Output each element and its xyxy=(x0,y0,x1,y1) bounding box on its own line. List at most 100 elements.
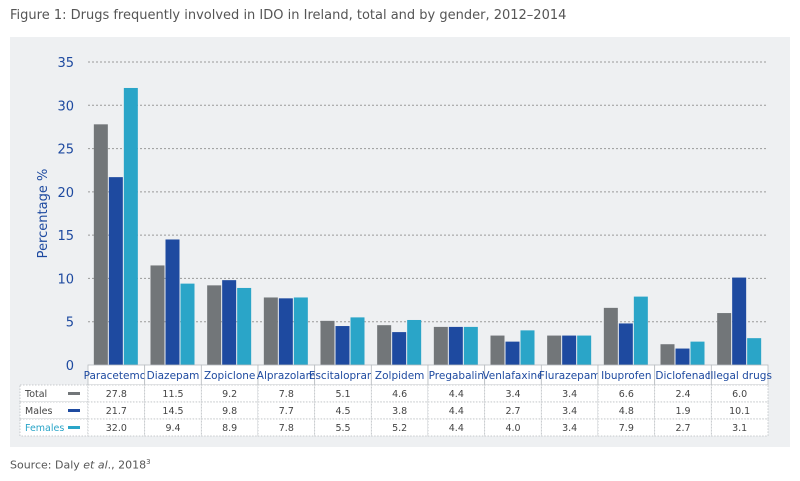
table-cell xyxy=(257,384,316,403)
y-tick-label: 25 xyxy=(57,143,74,158)
table-value: 1.9 xyxy=(675,406,690,417)
table-value: 6.6 xyxy=(619,389,634,400)
table-value: 3.4 xyxy=(562,423,577,434)
table-cell xyxy=(427,401,486,420)
table-cell xyxy=(427,384,486,403)
table-cell xyxy=(314,401,372,420)
table-value: 4.4 xyxy=(449,423,464,434)
table-value: 2.7 xyxy=(675,423,690,434)
bar-females xyxy=(350,317,365,365)
table-value: 4.4 xyxy=(449,389,464,400)
table-cell xyxy=(257,401,316,420)
table-value: 9.4 xyxy=(165,423,180,434)
bar-males xyxy=(675,348,690,365)
chart-panel: 0 5 10 15 20 25 30 35 Percentage % Paracetemol Dia… xyxy=(10,37,790,447)
legend-label: Total xyxy=(24,389,47,400)
table-cell xyxy=(710,418,769,437)
chart-title: Figure 1: Drugs frequently involved in I… xyxy=(10,8,567,23)
source-suffix: ., 2018 xyxy=(107,458,147,472)
table-cell xyxy=(484,418,542,437)
source-note: Source: Daly et al., 20183 xyxy=(10,458,151,472)
bar-females xyxy=(577,335,592,365)
y-tick-label: 15 xyxy=(57,229,74,244)
category-label: Venlafaxine xyxy=(482,370,543,382)
table-cell xyxy=(370,401,429,420)
table-cell xyxy=(484,384,542,403)
category-label: Illegal drugs xyxy=(707,370,772,382)
table-value: 4.4 xyxy=(449,406,464,417)
table-value: 7.8 xyxy=(279,423,294,434)
table-cell xyxy=(314,418,372,437)
bar-total xyxy=(150,265,165,365)
bar-males xyxy=(278,298,293,365)
category-label: Alprazolam xyxy=(257,370,316,382)
y-tick-label: 20 xyxy=(57,186,74,201)
table-value: 32.0 xyxy=(106,423,127,434)
table-value: 8.9 xyxy=(222,423,237,434)
bar-total xyxy=(320,320,335,365)
category-label: Zopiclone xyxy=(204,370,255,382)
bar-males xyxy=(732,277,747,365)
bar-total xyxy=(207,285,222,365)
category-label: Paracetemol xyxy=(84,370,149,382)
table-value: 5.2 xyxy=(392,423,407,434)
table-value: 3.4 xyxy=(562,389,577,400)
category-label: Pregabalin xyxy=(429,370,484,382)
bar-males xyxy=(165,239,180,365)
bar-total xyxy=(603,307,618,365)
table-value: 4.6 xyxy=(392,389,407,400)
table-value: 9.2 xyxy=(222,389,237,400)
bar-total xyxy=(547,335,562,365)
bar-females xyxy=(293,297,308,365)
table-value: 7.7 xyxy=(279,406,294,417)
table-value: 14.5 xyxy=(162,406,183,417)
table-cell xyxy=(257,418,316,437)
table-value: 4.8 xyxy=(619,406,634,417)
category-label: Ibuprofen xyxy=(601,370,651,382)
table-value: 9.8 xyxy=(222,406,237,417)
bar-females xyxy=(633,296,648,365)
legend-label: Females xyxy=(25,423,64,434)
bar-males xyxy=(505,341,520,365)
table-value: 5.1 xyxy=(335,389,350,400)
table-value: 6.0 xyxy=(732,389,747,400)
bar-total xyxy=(490,335,505,365)
bar-females xyxy=(237,287,252,365)
table-cell xyxy=(370,384,429,403)
table-value: 21.7 xyxy=(106,406,127,417)
bar-total xyxy=(263,297,278,365)
table-value: 4.0 xyxy=(505,423,520,434)
table-value: 3.4 xyxy=(562,406,577,417)
bar-females xyxy=(180,283,195,365)
table-value: 4.5 xyxy=(335,406,350,417)
table-value: 27.8 xyxy=(106,389,127,400)
table-cell xyxy=(427,418,486,437)
bar-males xyxy=(448,326,463,365)
table-value: 7.8 xyxy=(279,389,294,400)
bar-chart: 0 5 10 15 20 25 30 35 Percentage % ParacetemolDia… xyxy=(19,56,772,437)
bar-total xyxy=(93,124,108,366)
bar-total xyxy=(433,326,448,365)
table-cell xyxy=(200,418,259,437)
table-cell xyxy=(540,418,599,437)
bar-males xyxy=(222,280,237,365)
bar-females xyxy=(123,87,138,365)
table-value: 2.4 xyxy=(675,389,690,400)
y-tick-label: 30 xyxy=(57,99,74,114)
table-cell xyxy=(597,418,656,437)
table-value: 10.1 xyxy=(729,406,750,417)
bar-females xyxy=(690,341,705,365)
source-prefix: Source: Daly xyxy=(10,458,84,472)
table-cell xyxy=(370,418,429,437)
bar-males xyxy=(108,177,123,365)
bar-males xyxy=(392,332,407,365)
table-value: 3.4 xyxy=(505,389,520,400)
bar-males xyxy=(335,326,350,365)
table-value: 7.9 xyxy=(619,423,634,434)
source-superscript: 3 xyxy=(146,458,151,466)
y-axis-label: Percentage % xyxy=(36,169,51,259)
table-value: 3.1 xyxy=(732,423,747,434)
legend-label: Males xyxy=(25,406,53,417)
bar-females xyxy=(520,330,535,365)
bar-total xyxy=(377,325,392,365)
